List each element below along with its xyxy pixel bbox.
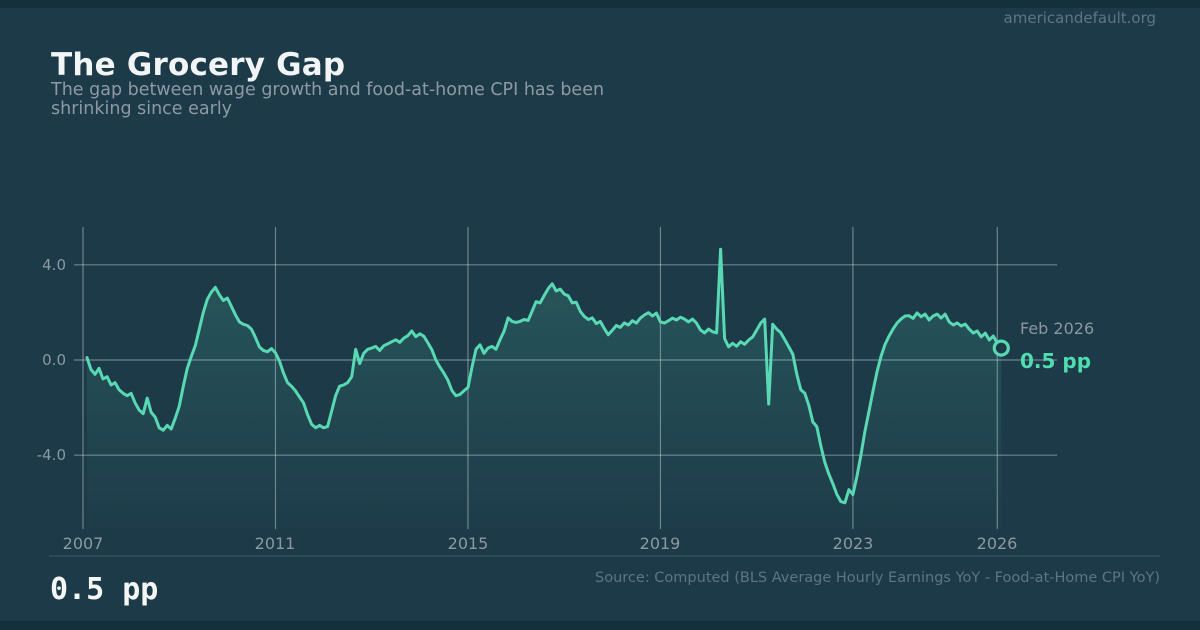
x-tick-label-2011: 2011: [254, 534, 296, 553]
subtitle-line-2: shrinking since early: [51, 99, 233, 119]
source-attribution: Source: Computed (BLS Average Hourly Ear…: [595, 570, 1160, 586]
y-tick-label-4: 4.0: [42, 256, 66, 274]
top-edge-bar: [0, 0, 1200, 8]
x-tick-label-2026: 2026: [976, 534, 1018, 553]
subtitle-line-1: The gap between wage growth and food-at-…: [51, 80, 605, 100]
last-point-value-label: 0.5 pp: [1020, 349, 1092, 373]
headline-value: 0.5 pp: [50, 572, 159, 607]
y-tick-label-0: 0.0: [42, 351, 66, 369]
x-tick-label-2019: 2019: [639, 534, 681, 553]
y-tick-label-neg4: -4.0: [36, 446, 66, 464]
bottom-edge-bar: [0, 621, 1200, 630]
x-tick-label-2007: 2007: [62, 534, 104, 553]
last-point-date-label: Feb 2026: [1020, 319, 1095, 338]
x-tick-label-2023: 2023: [832, 534, 874, 553]
last-point-marker: [992, 339, 1010, 357]
watermark: americandefault.org: [1003, 9, 1156, 27]
page-subtitle: The gap between wage growth and food-at-…: [51, 81, 604, 119]
page-title: The Grocery Gap: [51, 47, 346, 83]
x-tick-label-2015: 2015: [447, 534, 489, 553]
